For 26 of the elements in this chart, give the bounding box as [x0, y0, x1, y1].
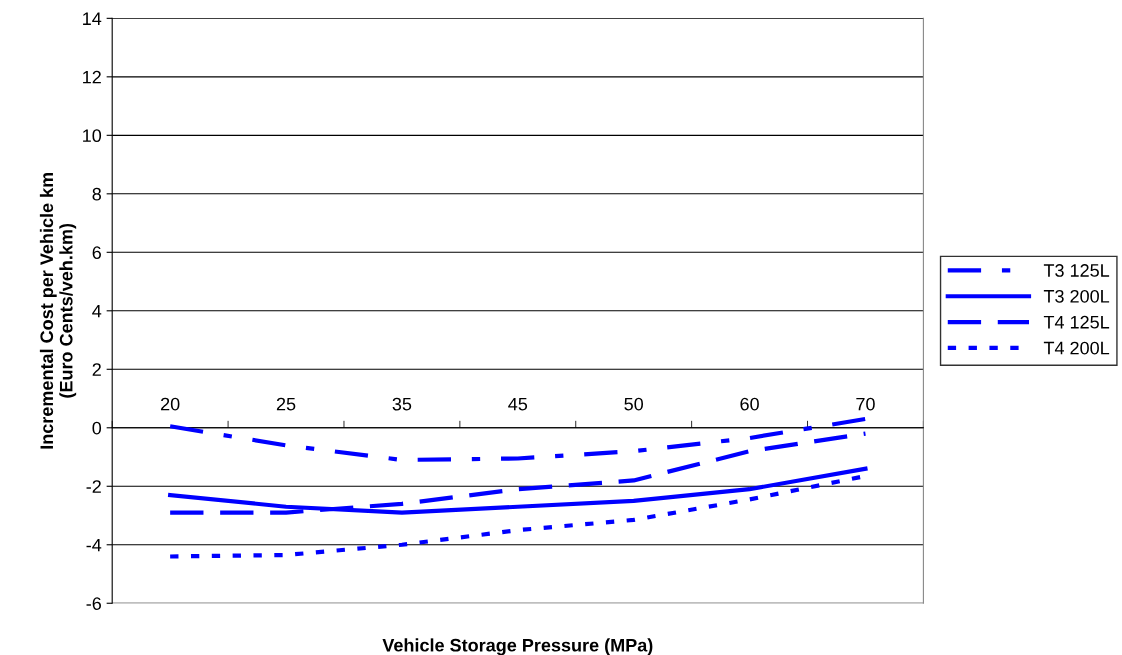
x-tick-label: 70	[856, 397, 875, 411]
y-tick-label: 2	[92, 363, 101, 376]
x-tick-label: 60	[740, 397, 759, 411]
legend-label: T3 125L	[1043, 264, 1110, 277]
y-axis-title: Incremental Cost per Vehicle km (Euro Cents/veh.km)	[39, 172, 77, 449]
x-tick-label: 25	[276, 397, 296, 411]
x-tick-label: 45	[508, 397, 528, 411]
x-tick-label: 35	[392, 397, 412, 411]
x-axis-title: Vehicle Storage Pressure (MPa)	[382, 638, 653, 655]
legend-label: T4 200L	[1043, 341, 1110, 355]
y-tick-label: -2	[86, 480, 101, 493]
legend-label: T4 125L	[1043, 315, 1110, 329]
y-tick-label: -6	[86, 597, 101, 610]
y-tick-label: 12	[83, 70, 101, 84]
y-tick-label: 8	[92, 187, 101, 201]
y-tick-label: 10	[83, 129, 102, 143]
y-tick-label: 4	[92, 304, 102, 318]
line-series	[168, 416, 868, 463]
y-tick-label: -4	[86, 538, 102, 552]
x-tick-label: 20	[161, 397, 180, 411]
y-tick-label: 0	[92, 421, 102, 435]
legend-label: T3 200L	[1043, 289, 1110, 303]
x-tick-label: 50	[624, 397, 644, 411]
line-series	[168, 431, 868, 515]
y-tick-label: 6	[92, 246, 101, 260]
y-tick-label: 14	[83, 12, 102, 25]
